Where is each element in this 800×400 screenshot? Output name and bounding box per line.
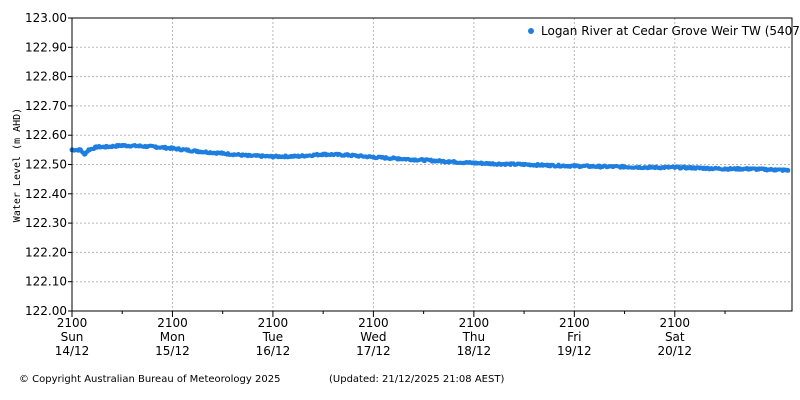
data-point <box>772 167 778 173</box>
legend: Logan River at Cedar Grove Weir TW (5407… <box>528 24 800 38</box>
data-point <box>785 167 791 173</box>
y-tick-label: 122.20 <box>25 245 67 259</box>
y-tick-label: 122.50 <box>25 158 67 172</box>
data-point <box>295 153 301 159</box>
x-tick-label-date: 14/12 <box>55 344 90 358</box>
y-tick-label: 122.30 <box>25 216 67 230</box>
x-tick-label-day: Sat <box>665 330 685 344</box>
data-point <box>697 165 703 171</box>
x-tick-label-day: Fri <box>567 330 581 344</box>
copyright-text: © Copyright Australian Bureau of Meteoro… <box>19 374 281 385</box>
data-point <box>471 160 477 166</box>
data-point <box>521 162 527 167</box>
data-point <box>220 150 226 156</box>
y-tick-label: 122.80 <box>25 70 67 84</box>
x-tick-label-day: Sun <box>61 330 84 344</box>
data-point <box>169 145 175 151</box>
data-point <box>396 156 402 162</box>
data-point <box>722 166 728 172</box>
x-tick-label-day: Mon <box>160 330 185 344</box>
data-point <box>77 147 83 153</box>
y-tick-label: 122.40 <box>25 187 67 201</box>
y-axis-label: Water Level (m AHD) <box>12 108 23 222</box>
data-point <box>421 157 427 163</box>
data-point <box>320 151 326 157</box>
data-point <box>647 164 653 170</box>
data-point <box>270 154 276 160</box>
x-tick-label-time: 2100 <box>660 316 691 330</box>
x-tick-label-day: Tue <box>262 330 284 344</box>
data-point <box>571 163 577 169</box>
y-tick-label: 122.90 <box>25 40 67 54</box>
data-point <box>102 144 108 150</box>
y-tick-label: 122.60 <box>25 128 67 142</box>
x-tick-label-time: 2100 <box>559 316 590 330</box>
x-tick-label-date: 18/12 <box>457 344 492 358</box>
x-tick-label-day: Thu <box>462 330 486 344</box>
y-tick-label: 122.00 <box>25 304 67 318</box>
data-point <box>136 143 142 149</box>
data-point <box>153 144 159 150</box>
data-points <box>69 142 791 173</box>
data-point <box>596 164 602 170</box>
x-tick-label-time: 2100 <box>459 316 490 330</box>
x-tick-label-time: 2100 <box>157 316 188 330</box>
x-axis-ticks: 2100Sun14/122100Mon15/122100Tue16/122100… <box>55 311 726 358</box>
x-tick-label-date: 15/12 <box>155 344 190 358</box>
y-axis-ticks: 123.00 122.90 122.80 122.70 122.60 122.50 122.… <box>25 11 72 318</box>
legend-label: Logan River at Cedar Grove Weir TW (5407… <box>541 24 800 38</box>
x-tick-label-date: 20/12 <box>657 344 692 358</box>
grid <box>72 18 792 311</box>
data-point <box>195 148 201 154</box>
data-point <box>245 153 251 159</box>
data-point <box>86 147 92 153</box>
data-point <box>747 166 753 172</box>
legend-marker <box>528 28 534 34</box>
data-point <box>672 164 678 170</box>
y-tick-label: 122.10 <box>25 275 67 289</box>
data-point <box>94 144 100 150</box>
x-tick-label-date: 16/12 <box>256 344 291 358</box>
data-point <box>345 152 351 158</box>
data-point <box>496 161 502 167</box>
x-tick-label-time: 2100 <box>258 316 289 330</box>
y-tick-label: 122.70 <box>25 99 67 113</box>
x-tick-label-day: Wed <box>360 330 386 344</box>
data-point <box>546 162 552 168</box>
data-point <box>370 154 376 160</box>
updated-timestamp: (Updated: 21/12/2025 21:08 AEST) <box>329 374 505 385</box>
data-point <box>119 142 125 148</box>
x-tick-label-time: 2100 <box>358 316 389 330</box>
y-tick-label: 123.00 <box>25 11 67 25</box>
x-tick-label-date: 17/12 <box>356 344 391 358</box>
x-tick-label-date: 19/12 <box>557 344 592 358</box>
data-point <box>622 164 628 170</box>
x-tick-label-time: 2100 <box>57 316 88 330</box>
data-point <box>446 159 452 165</box>
data-point <box>82 151 88 157</box>
